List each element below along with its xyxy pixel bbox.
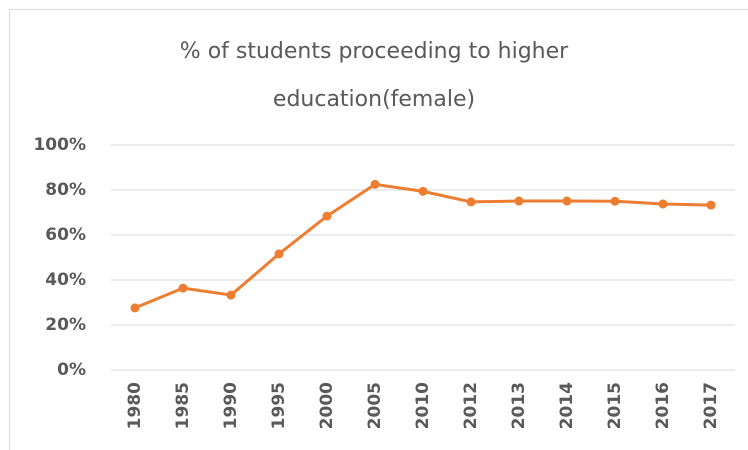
x-tick-label: 1995 [269,382,289,429]
x-tick-label: 2016 [653,382,673,429]
point [418,186,428,196]
y-tick-label: 20% [45,315,86,335]
x-tick-label: 1985 [173,382,193,429]
x-tick-label: 2014 [557,382,577,429]
point [706,200,716,210]
chart-border [9,9,748,450]
x-tick-label: 2015 [605,382,625,429]
x-tick-label: 2000 [317,382,337,429]
point [466,197,476,207]
point [562,196,572,206]
y-tick-label: 40% [45,270,86,290]
point [370,179,380,189]
x-tick-label: 2012 [461,382,481,429]
point [226,290,236,300]
point [322,211,332,221]
x-tick-label: 2005 [365,382,385,429]
x-tick-label: 1980 [125,382,145,429]
x-tick-label: 1990 [221,382,241,429]
point [514,196,524,206]
point [178,283,188,293]
y-tick-label: 0% [57,360,86,380]
x-tick-label: 2017 [701,382,721,429]
chart-title: % of students proceeding to higher educa… [179,39,569,112]
point [130,303,140,313]
x-tick-label: 2013 [509,382,529,429]
y-tick-label: 60% [45,225,86,245]
y-tick-label: 100% [33,135,86,155]
x-tick-label: 2010 [413,382,433,429]
point [274,249,284,259]
point [610,196,620,206]
line [134,182,712,310]
y-tick-label: 80% [45,180,86,200]
point [658,199,668,209]
